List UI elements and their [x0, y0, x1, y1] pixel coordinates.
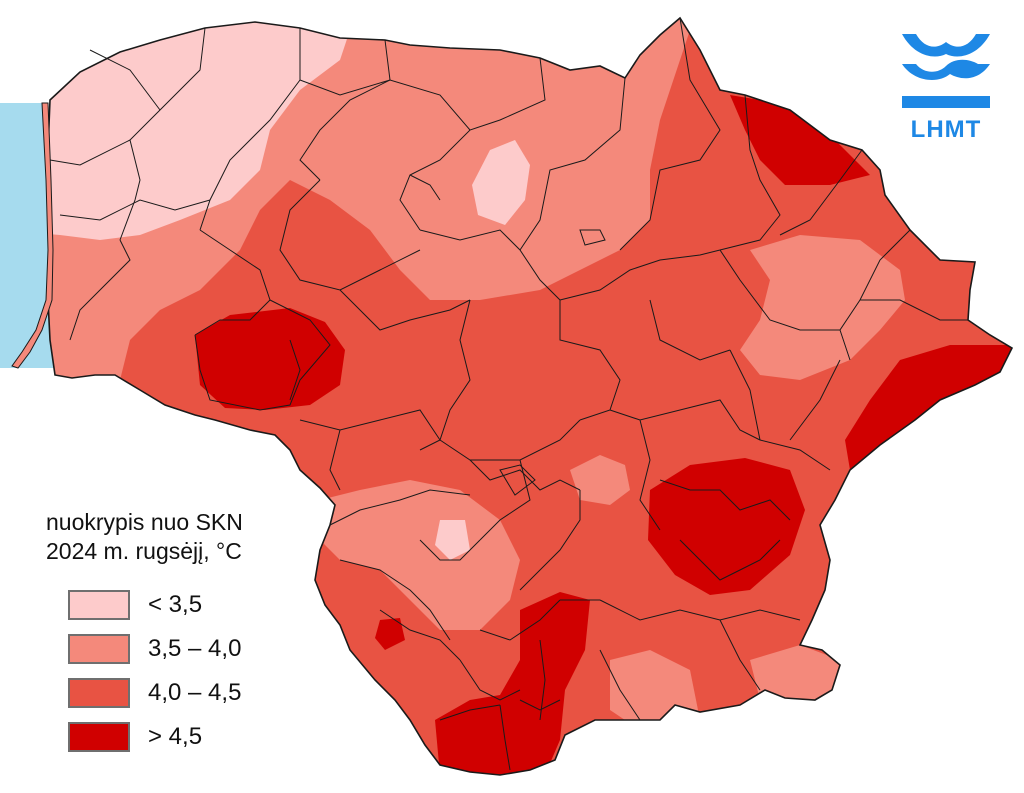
legend-swatch	[68, 590, 130, 620]
anomaly-zone-below-3-5	[435, 520, 470, 560]
municipal-boundaries	[49, 17, 968, 771]
anomaly-zone-above-4-5	[195, 308, 345, 410]
anomaly-zone-3-5-4-0	[320, 480, 520, 630]
wave-logo-icon	[902, 34, 990, 108]
legend-item-below-3-5: < 3,5	[68, 590, 328, 624]
legend-swatch	[68, 678, 130, 708]
anomaly-zone-above-4-5	[730, 95, 870, 185]
legend-title-line2: 2024 m. rugsėjį, °C	[46, 538, 242, 564]
anomaly-zone-3-5-4-0	[570, 455, 630, 505]
anomaly-zone-3-5-4-0	[740, 235, 905, 380]
lhmt-logo: LHMT	[898, 30, 994, 143]
legend-title-line1: nuokrypis nuo SKN	[46, 509, 243, 535]
legend-swatch	[68, 722, 130, 752]
anomaly-zone-above-4-5	[375, 618, 405, 650]
legend-label: 4,0 – 4,5	[148, 679, 242, 706]
anomaly-zone-below-3-5	[472, 140, 530, 225]
legend-label: > 4,5	[148, 723, 203, 750]
curonian-spit	[11, 102, 54, 369]
legend-title: nuokrypis nuo SKN 2024 m. rugsėjį, °C	[46, 508, 243, 566]
logo-text: LHMT	[910, 116, 982, 143]
legend-label: < 3,5	[148, 591, 203, 618]
baltic-sea	[0, 103, 55, 368]
legend-label: 3,5 – 4,0	[148, 635, 242, 662]
legend-item-3-5-4-0: 3,5 – 4,0	[68, 634, 328, 668]
legend-item-above-4-5: > 4,5	[68, 722, 328, 756]
anomaly-zone-above-4-5	[435, 592, 590, 775]
legend-item-4-0-4-5: 4,0 – 4,5	[68, 678, 328, 712]
legend-swatch	[68, 634, 130, 664]
anomaly-zone-above-4-5	[648, 458, 805, 595]
